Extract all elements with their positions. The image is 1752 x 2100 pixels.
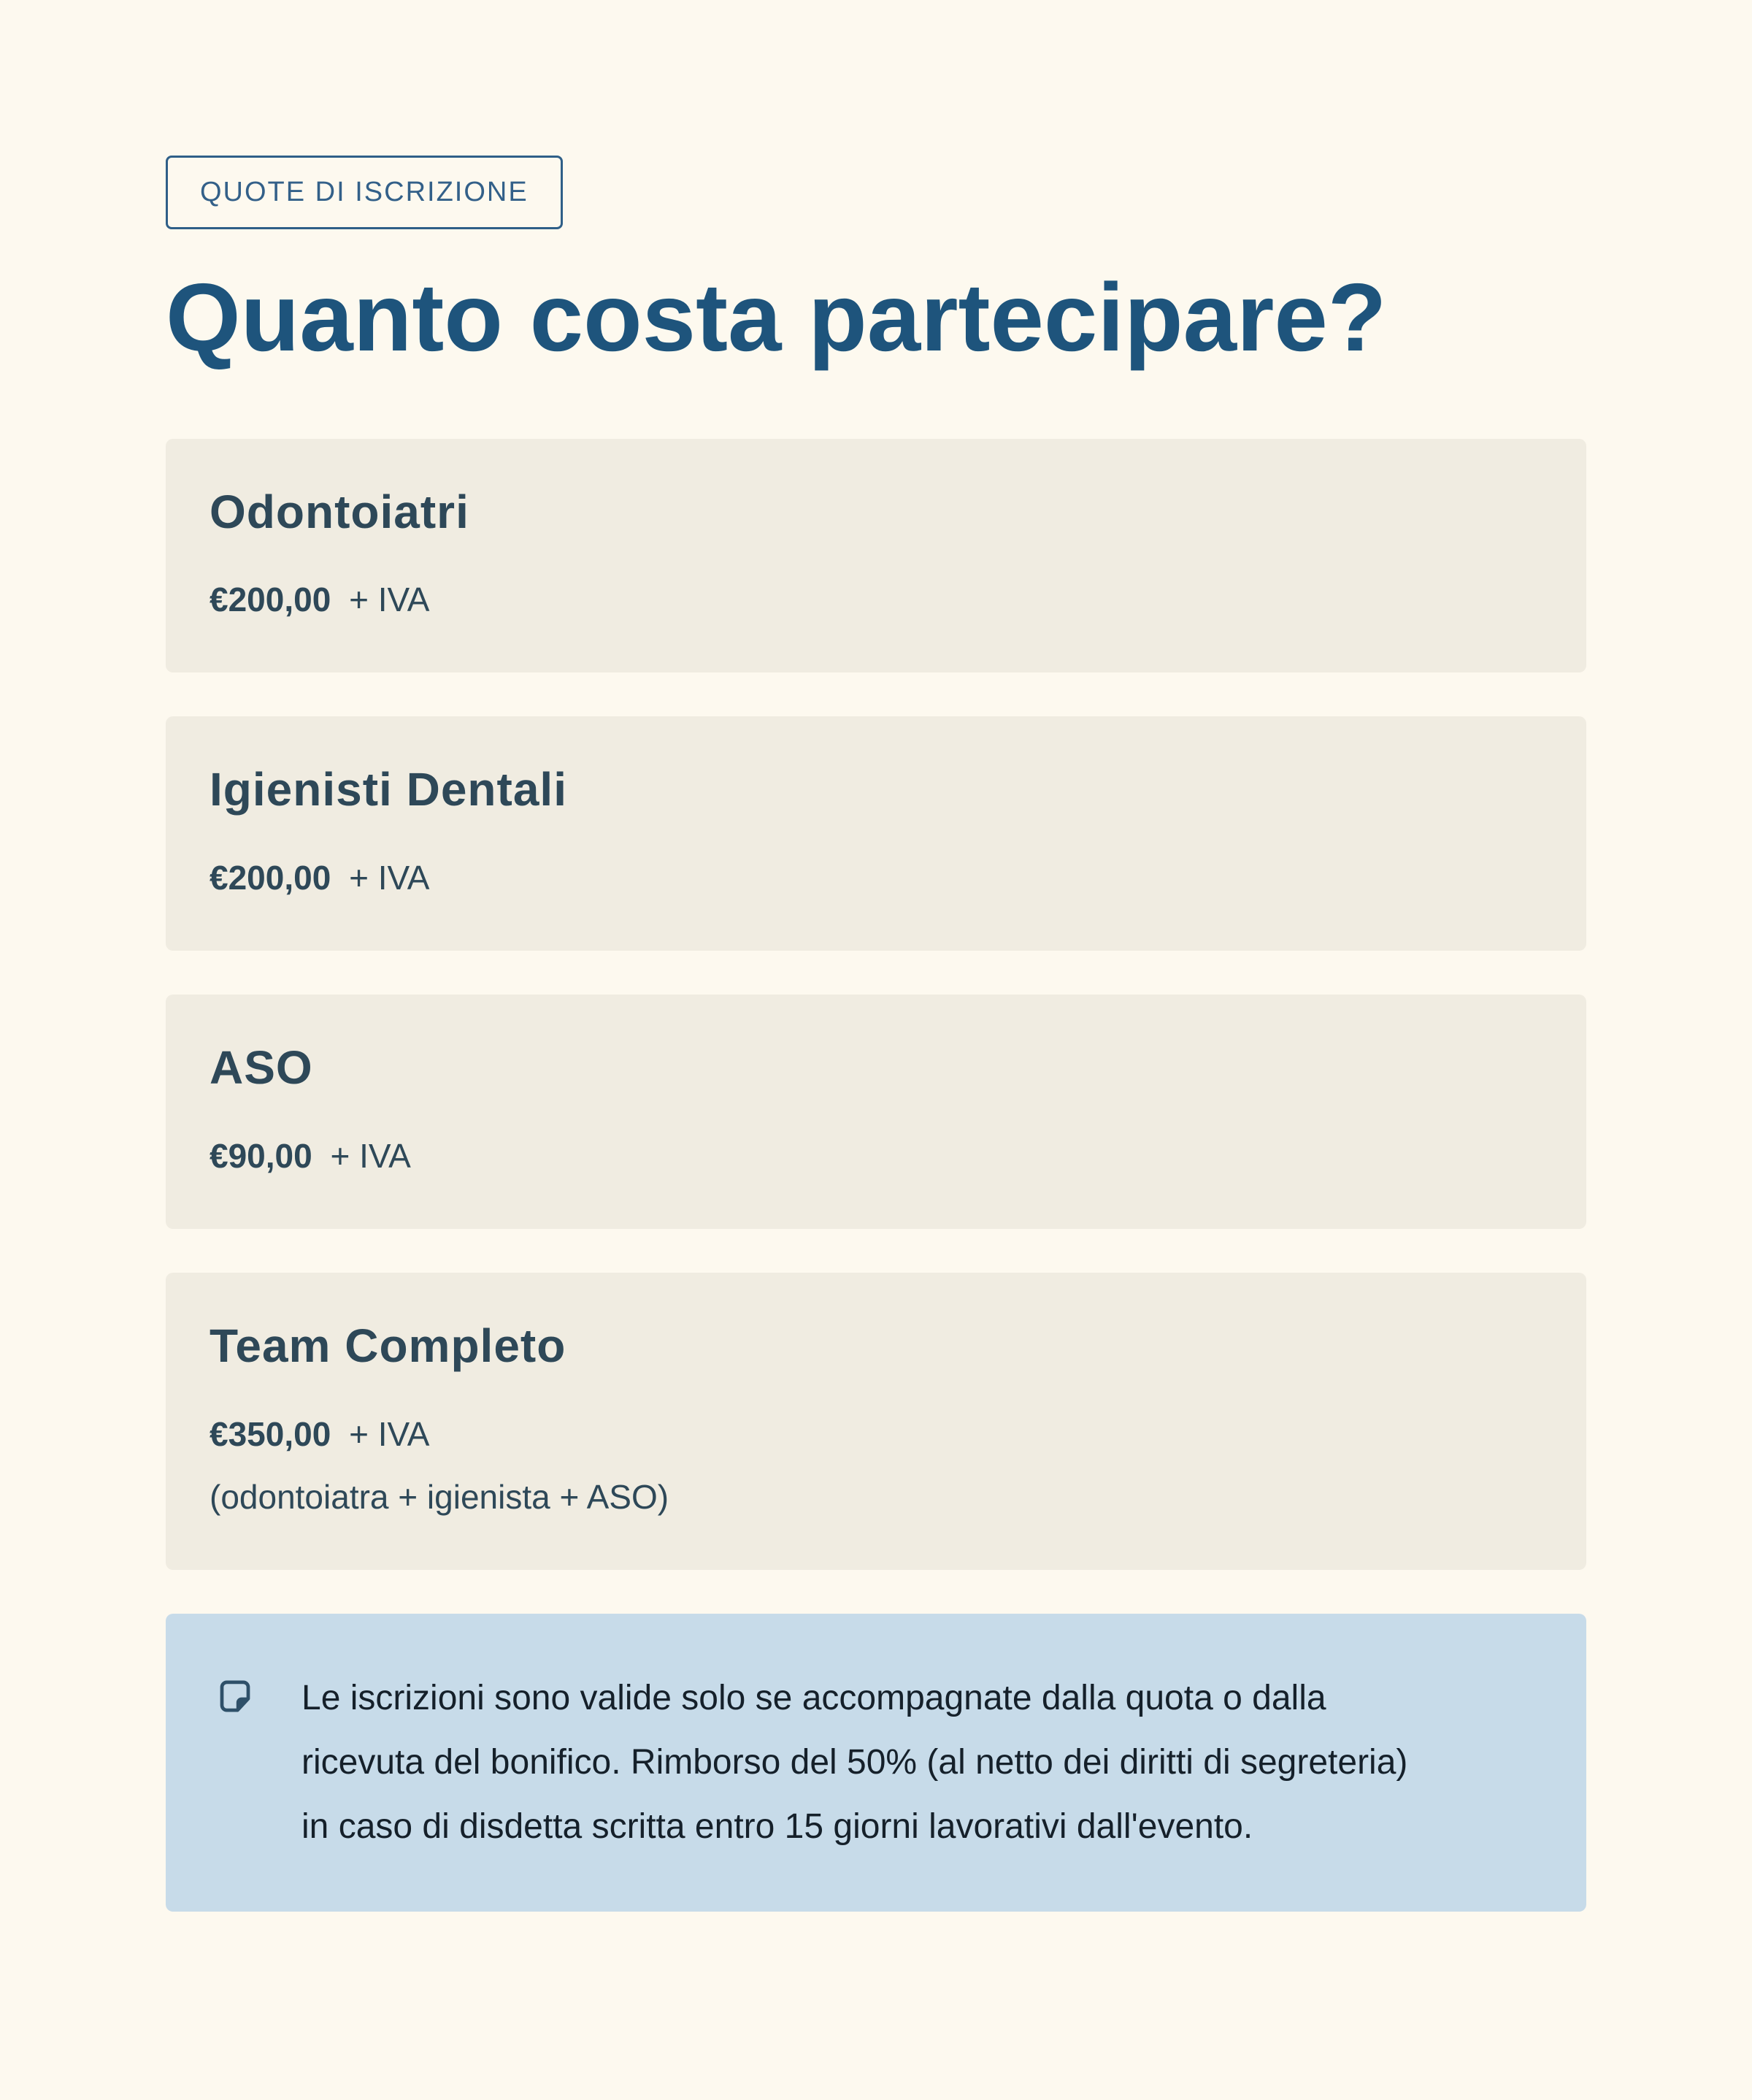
- price-suffix: + IVA: [330, 1137, 411, 1176]
- pricing-cards: Odontoiatri €200,00 + IVA Igienisti Dent…: [166, 438, 1586, 1912]
- pricing-card-odontoiatri: Odontoiatri €200,00 + IVA: [166, 438, 1586, 673]
- price-amount: €200,00: [210, 859, 331, 897]
- card-price: €90,00 + IVA: [210, 1134, 1542, 1178]
- notice-line: ricevuta del bonifico. Rimborso del 50% …: [301, 1742, 1408, 1782]
- card-price: €200,00 + IVA: [210, 856, 1542, 900]
- sticky-note-icon: [215, 1676, 255, 1720]
- card-title: Igienisti Dentali: [210, 763, 567, 816]
- pricing-card-aso: ASO €90,00 + IVA: [166, 995, 1586, 1230]
- price-suffix: + IVA: [349, 1414, 430, 1453]
- price-suffix: + IVA: [349, 580, 430, 619]
- pricing-card-team-completo: Team Completo €350,00 + IVA (odontoiatra…: [166, 1273, 1586, 1570]
- card-title: Odontoiatri: [210, 485, 469, 538]
- registration-notice: Le iscrizioni sono valide solo se accomp…: [166, 1613, 1586, 1912]
- price-suffix: + IVA: [349, 859, 430, 897]
- card-detail: (odontoiatra + igienista + ASO): [210, 1477, 669, 1516]
- price-amount: €200,00: [210, 580, 331, 619]
- notice-line: in caso di disdetta scritta entro 15 gio…: [301, 1806, 1253, 1846]
- card-price: €200,00 + IVA: [210, 578, 1542, 621]
- section-badge: QUOTE DI ISCRIZIONE: [166, 156, 563, 229]
- card-title: ASO: [210, 1041, 313, 1095]
- notice-text: Le iscrizioni sono valide solo se accomp…: [301, 1666, 1407, 1859]
- price-amount: €90,00: [210, 1137, 312, 1176]
- price-amount: €350,00: [210, 1414, 331, 1453]
- page-title: Quanto costa partecipare?: [166, 264, 1387, 371]
- card-price: €350,00 + IVA: [210, 1412, 1542, 1456]
- notice-line: Le iscrizioni sono valide solo se accomp…: [301, 1678, 1326, 1717]
- pricing-card-igienisti-dentali: Igienisti Dentali €200,00 + IVA: [166, 716, 1586, 951]
- card-title: Team Completo: [210, 1319, 566, 1373]
- pricing-section: QUOTE DI ISCRIZIONE Quanto costa parteci…: [166, 0, 1586, 1912]
